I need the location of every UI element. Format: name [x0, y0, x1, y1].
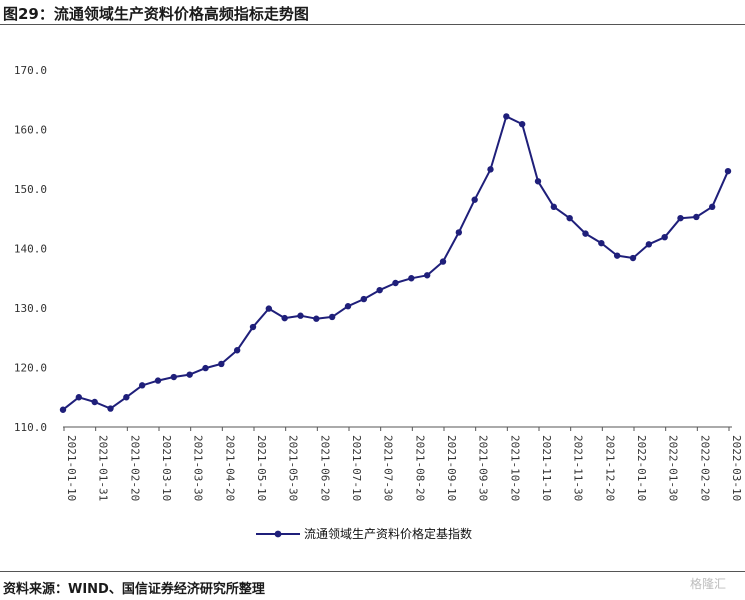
x-tick-label: 2021-03-10: [160, 435, 173, 501]
data-point: [233, 347, 241, 354]
data-point: [313, 315, 320, 322]
data-point: [297, 312, 304, 319]
x-tick-label: 2021-12-20: [603, 435, 616, 501]
x-tick-label: 2021-09-10: [445, 435, 458, 501]
x-tick-label: 2021-03-30: [192, 435, 205, 501]
watermark-logo: 格隆汇: [690, 577, 727, 591]
series-layer: [59, 113, 732, 413]
data-point: [708, 203, 716, 211]
chart-title: 图29：流通领域生产资料价格高频指标走势图: [3, 5, 309, 23]
x-tick-label: 2021-10-20: [508, 435, 521, 501]
axes: [63, 426, 732, 431]
data-point: [123, 394, 130, 401]
data-point: [439, 258, 447, 265]
data-point: [677, 214, 684, 222]
x-tick-label: 2021-06-20: [318, 435, 331, 501]
data-point: [629, 254, 637, 262]
data-point: [344, 303, 352, 310]
x-tick-label: 2022-01-30: [667, 435, 680, 501]
series-line: [62, 115, 729, 411]
data-point: [59, 406, 67, 413]
data-point: [566, 214, 573, 222]
bottom-divider: [0, 571, 745, 572]
data-point: [265, 305, 273, 312]
x-tick-label: 2021-07-10: [350, 435, 363, 501]
y-tick-label: 140.0: [14, 243, 47, 256]
y-tick-label: 160.0: [14, 124, 47, 137]
x-tick-label: 2021-11-30: [572, 435, 585, 501]
data-point: [202, 364, 209, 372]
data-point: [376, 286, 383, 294]
legend: 流通领域生产资料价格定基指数: [256, 526, 472, 541]
data-point: [408, 275, 415, 282]
legend-entry-label: 流通领域生产资料价格定基指数: [304, 526, 472, 541]
data-point: [249, 323, 257, 331]
x-tick-label: 2021-07-30: [382, 435, 395, 501]
data-point: [487, 166, 494, 173]
data-point: [455, 229, 463, 236]
data-point: [693, 213, 700, 221]
x-tick-label: 2021-05-30: [287, 435, 300, 501]
x-tick-label: 2021-11-10: [540, 435, 553, 501]
data-point: [423, 272, 431, 279]
x-tick-label: 2022-03-10: [730, 435, 743, 501]
data-point: [724, 167, 732, 175]
data-point: [503, 113, 510, 120]
data-point: [661, 233, 668, 241]
top-divider: [0, 24, 745, 25]
data-point: [645, 241, 653, 248]
data-point: [582, 230, 589, 237]
y-tick-label: 170.0: [14, 64, 47, 77]
y-tick-label: 110.0: [14, 421, 47, 434]
line-chart: 110.0 120.0 130.0 140.0 150.0 160.0 170.0 2021-…: [14, 64, 743, 541]
x-tick-label: 2021-02-20: [128, 435, 141, 501]
data-point: [107, 405, 114, 412]
data-point: [518, 120, 526, 128]
x-tick-label: 2022-02-20: [698, 435, 711, 501]
data-point: [598, 239, 605, 247]
data-point: [75, 394, 83, 401]
x-tick-label: 2022-01-10: [635, 435, 648, 501]
y-tick-label: 150.0: [14, 183, 47, 196]
source-note: 资料来源：WIND、国信证券经济研究所整理: [3, 582, 265, 597]
data-point: [534, 178, 542, 185]
data-point: [218, 360, 225, 368]
data-point: [328, 313, 336, 321]
y-tick-label: 130.0: [14, 302, 47, 315]
y-tick-label: 120.0: [14, 362, 47, 375]
x-tick-label: 2021-01-10: [65, 435, 78, 501]
x-tick-label: 2021-05-10: [255, 435, 268, 501]
tick-labels: 110.0 120.0 130.0 140.0 150.0 160.0 170.0 2021-…: [14, 64, 743, 501]
x-tick-label: 2021-09-30: [477, 435, 490, 501]
data-point: [392, 279, 399, 287]
data-point: [186, 371, 193, 378]
x-tick-label: 2021-01-31: [97, 435, 110, 501]
data-point: [471, 196, 478, 203]
data-point: [170, 373, 178, 381]
legend-marker-swatch: [274, 530, 282, 538]
data-point: [550, 203, 558, 211]
data-point: [154, 377, 162, 384]
data-point: [360, 295, 368, 303]
data-point: [281, 314, 288, 322]
data-point: [91, 398, 98, 406]
data-point: [138, 382, 146, 389]
x-tick-label: 2021-04-20: [223, 435, 236, 501]
data-point: [613, 252, 621, 259]
x-tick-label: 2021-08-20: [413, 435, 426, 501]
